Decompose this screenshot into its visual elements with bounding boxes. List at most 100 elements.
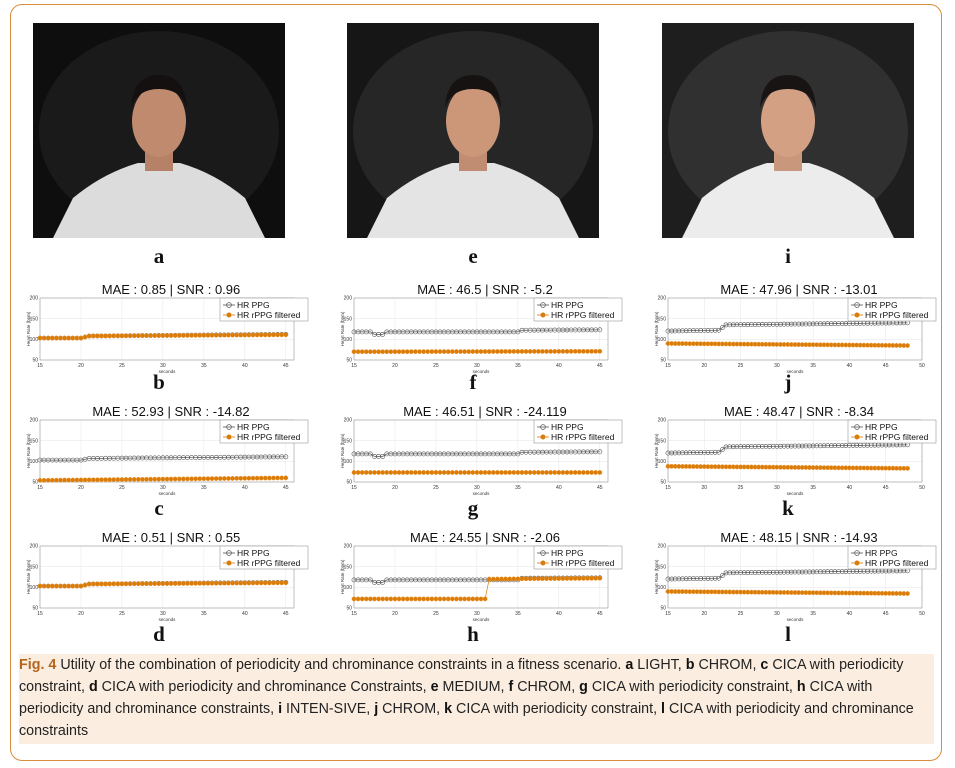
point-hr-ppg	[807, 443, 812, 449]
point-hr-rppg-filtered	[572, 470, 578, 475]
x-tick-label: 20	[78, 611, 84, 617]
point-hr-rppg-filtered	[37, 583, 43, 589]
point-hr-ppg	[817, 569, 823, 575]
legend-box	[219, 297, 309, 322]
caption-lead: Utility of the combination of periodicit…	[60, 657, 622, 673]
caption-letter-g: g	[579, 679, 588, 695]
point-hr-ppg	[799, 569, 805, 575]
point-hr-ppg	[847, 443, 852, 448]
caption-letter-e: e	[430, 679, 439, 695]
point-hr-ppg	[814, 321, 820, 327]
point-hr-ppg	[836, 443, 841, 448]
point-hr-rppg-filtered	[527, 470, 533, 475]
point-hr-rppg-filtered	[213, 580, 219, 586]
legend-marker	[226, 302, 232, 308]
chart-svg-b: 50 100 150 200 15 20 25 30 35 40 45 seconds Heart Ra…	[26, 282, 309, 374]
point-hr-rppg-filtered	[408, 470, 414, 475]
point-hr-rppg-filtered	[425, 596, 431, 602]
point-hr-rppg-filtered	[388, 349, 394, 355]
point-hr-rppg-filtered	[221, 332, 227, 338]
point-hr-rppg-filtered	[152, 581, 158, 587]
chart-svg-g: 50 100 150 200 15 20 25 30 35 40 45 seconds Heart Ra…	[340, 404, 623, 496]
point-hr-rppg-filtered	[417, 470, 422, 475]
point-hr-rppg-filtered	[115, 477, 121, 482]
chart-title: MAE : 48.15 | SNR : -14.93	[720, 530, 877, 545]
point-hr-rppg-filtered	[152, 333, 158, 339]
point-hr-rppg-filtered	[131, 333, 137, 339]
point-hr-rppg-filtered	[70, 477, 76, 483]
point-hr-ppg	[698, 328, 704, 333]
legend-marker	[540, 424, 546, 430]
point-hr-rppg-filtered	[86, 581, 92, 587]
point-hr-rppg-filtered	[62, 477, 67, 483]
point-hr-rppg-filtered	[515, 576, 521, 582]
x-tick-label: 45	[283, 485, 289, 491]
series-line-hr-ppg	[667, 322, 908, 332]
photo-panel-a	[33, 23, 285, 238]
point-hr-ppg	[380, 579, 386, 585]
point-hr-rppg-filtered	[140, 333, 145, 339]
point-hr-rppg-filtered	[519, 576, 525, 582]
point-hr-rppg-filtered	[494, 349, 500, 354]
point-hr-ppg	[672, 328, 678, 334]
point-hr-rppg-filtered	[482, 349, 488, 354]
point-hr-rppg-filtered	[380, 349, 386, 355]
point-hr-ppg	[694, 576, 700, 581]
point-hr-ppg	[843, 321, 849, 326]
x-tick-label: 45	[883, 363, 889, 369]
point-hr-rppg-filtered	[49, 477, 55, 483]
point-hr-rppg-filtered	[70, 335, 76, 341]
caption-text-i: INTEN-SIVE,	[282, 701, 375, 717]
point-hr-rppg-filtered	[176, 476, 182, 482]
point-hr-rppg-filtered	[82, 477, 88, 483]
y-tick-label: 50	[32, 358, 38, 364]
y-tick-label: 200	[30, 544, 39, 550]
caption-letter-l: l	[661, 701, 666, 717]
point-hr-ppg	[515, 451, 521, 457]
point-hr-ppg	[698, 576, 704, 581]
point-hr-rppg-filtered	[503, 470, 508, 475]
point-hr-rppg-filtered	[363, 470, 369, 475]
x-tick-label: 35	[515, 363, 521, 369]
point-hr-ppg	[672, 450, 678, 456]
point-hr-rppg-filtered	[90, 581, 96, 587]
point-hr-rppg-filtered	[115, 333, 121, 339]
point-hr-ppg	[367, 329, 373, 335]
point-hr-rppg-filtered	[544, 470, 549, 475]
point-hr-rppg-filtered	[556, 576, 562, 581]
point-hr-rppg-filtered	[123, 333, 129, 339]
point-hr-ppg	[825, 569, 831, 575]
point-hr-rppg-filtered	[548, 576, 554, 582]
x-tick-label: 20	[392, 485, 398, 491]
point-hr-rppg-filtered	[515, 470, 521, 475]
point-hr-ppg	[730, 322, 736, 328]
point-hr-rppg-filtered	[217, 332, 223, 338]
point-hr-rppg-filtered	[62, 335, 67, 341]
legend-label: HR rPPG filtered	[551, 432, 615, 442]
point-hr-rppg-filtered	[172, 581, 178, 586]
chart-title: MAE : 46.5 | SNR : -5.2	[417, 282, 553, 297]
point-hr-rppg-filtered	[581, 348, 586, 354]
point-hr-rppg-filtered	[560, 576, 566, 581]
point-hr-rppg-filtered	[49, 583, 55, 589]
panel-label-k: k	[782, 496, 794, 520]
y-tick-label: 150	[344, 438, 353, 444]
point-hr-rppg-filtered	[58, 335, 63, 341]
caption-letter-h: h	[796, 679, 806, 695]
point-hr-ppg	[785, 569, 791, 575]
point-hr-rppg-filtered	[388, 596, 394, 602]
plot-frame	[353, 419, 609, 483]
point-hr-rppg-filtered	[201, 580, 207, 586]
point-hr-rppg-filtered	[107, 581, 113, 587]
point-hr-ppg	[828, 321, 834, 327]
x-tick-label: 15	[665, 611, 671, 617]
x-tick-label: 35	[810, 363, 816, 369]
legend-label: HR PPG	[865, 422, 898, 432]
point-hr-rppg-filtered	[99, 333, 104, 339]
y-tick-label: 100	[344, 337, 353, 343]
y-tick-label: 100	[30, 585, 39, 591]
point-hr-ppg	[705, 450, 711, 455]
point-hr-rppg-filtered	[86, 477, 92, 483]
point-hr-ppg	[759, 570, 765, 575]
point-hr-ppg	[723, 444, 729, 450]
